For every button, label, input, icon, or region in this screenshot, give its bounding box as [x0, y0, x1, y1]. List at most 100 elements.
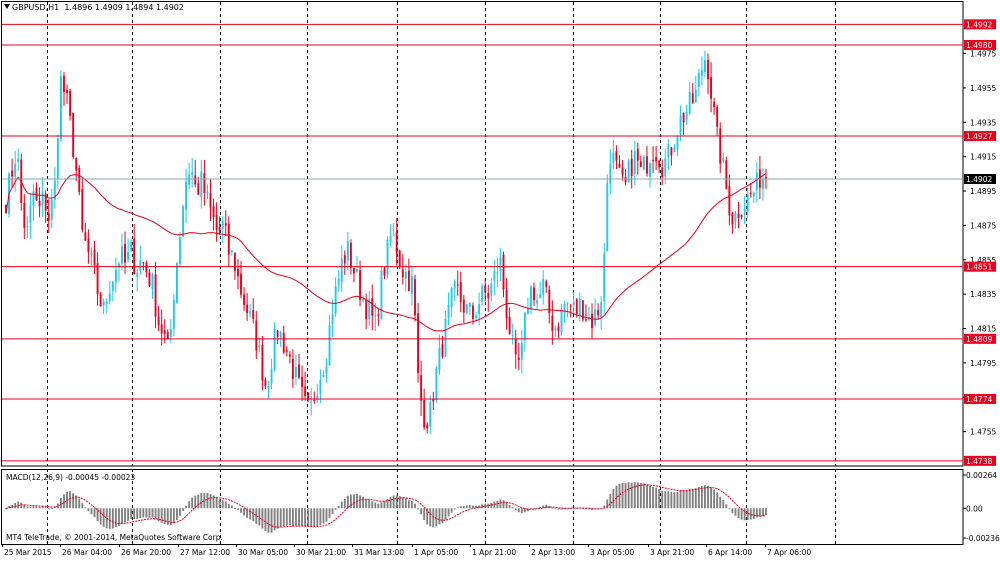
- x-tick-label: 1 Apr 21:00: [472, 548, 516, 557]
- candle-body: [472, 305, 474, 319]
- macd-histogram-bar: [249, 508, 252, 520]
- macd-histogram-bar: [456, 507, 459, 509]
- candle-body: [417, 313, 419, 373]
- macd-histogram-bar: [325, 508, 328, 522]
- candle-body: [737, 213, 740, 219]
- candle-body: [114, 269, 117, 283]
- macd-histogram-bar: [484, 503, 487, 509]
- candle-body: [215, 214, 218, 231]
- candle-body: [270, 368, 273, 384]
- macd-histogram-bar: [279, 508, 282, 527]
- macd-histogram-bar: [383, 501, 386, 509]
- macd-histogram-bar: [322, 508, 325, 524]
- candle-body: [734, 212, 737, 222]
- candle-body: [267, 386, 270, 389]
- candle-body: [523, 312, 526, 341]
- macd-histogram-bar: [493, 501, 496, 509]
- candle-body: [603, 253, 606, 302]
- candle-body: [658, 160, 661, 168]
- candle-body: [539, 294, 542, 298]
- candle-body: [127, 251, 130, 260]
- candle-body: [273, 328, 276, 370]
- macd-histogram-bar: [59, 497, 62, 509]
- macd-histogram-bar: [725, 504, 728, 509]
- candle-body: [661, 167, 664, 178]
- macd-histogram-bar: [670, 491, 673, 509]
- candle-body: [90, 252, 93, 255]
- level-price-label: 1.4992: [966, 20, 992, 29]
- y-tick-label: 1.4935: [970, 118, 996, 127]
- macd-histogram-bar: [734, 508, 737, 516]
- macd-histogram-bar: [377, 503, 380, 509]
- candle-body: [612, 152, 615, 163]
- macd-histogram-bar: [655, 487, 658, 509]
- candle-body: [212, 206, 215, 218]
- macd-histogram-bar: [26, 506, 29, 509]
- candle-body: [597, 310, 600, 316]
- macd-histogram-bar: [230, 505, 233, 509]
- moving-average-line: [5, 172, 767, 332]
- candle-body: [166, 331, 169, 339]
- macd-histogram-bar: [508, 505, 511, 509]
- candle-body: [380, 270, 383, 320]
- macd-histogram-bar: [23, 504, 26, 509]
- candle-body: [575, 299, 578, 314]
- macd-histogram-bar: [545, 504, 548, 509]
- candle-body: [758, 169, 761, 188]
- macd-histogram-bar: [72, 493, 75, 509]
- candle-body: [682, 112, 685, 123]
- macd-histogram-bar: [227, 503, 230, 509]
- candle-body: [621, 167, 624, 175]
- macd-histogram-bar: [740, 508, 743, 520]
- macd-signal-line: [5, 484, 767, 528]
- macd-histogram-bar: [346, 495, 349, 509]
- macd-histogram-bar: [642, 483, 645, 509]
- macd-scale-label: 0.00264: [966, 471, 997, 480]
- candle-body: [209, 193, 212, 208]
- macd-histogram-bar: [93, 508, 96, 518]
- candle-body: [404, 272, 407, 279]
- macd-histogram-bar: [435, 508, 438, 527]
- macd-histogram-bar: [615, 485, 618, 509]
- candle-body: [719, 128, 722, 164]
- candle-body: [542, 278, 545, 295]
- macd-histogram-bar: [432, 508, 435, 528]
- candle-body: [420, 375, 423, 401]
- macd-histogram-bar: [557, 508, 560, 510]
- macd-histogram-bar: [710, 487, 713, 509]
- macd-histogram-bar: [691, 488, 694, 509]
- macd-histogram-bar: [478, 505, 481, 509]
- candle-body: [450, 287, 453, 308]
- candle-body: [203, 173, 206, 193]
- macd-histogram-bar: [755, 508, 758, 518]
- x-tick-label: 26 Mar 04:00: [62, 548, 112, 557]
- level-price-label: 1.4738: [966, 457, 992, 466]
- macd-histogram-bar: [32, 506, 35, 509]
- macd-histogram-bar: [459, 506, 462, 509]
- macd-histogram-bar: [240, 508, 242, 513]
- candle-body: [563, 304, 566, 314]
- macd-histogram-bar: [627, 482, 630, 509]
- candle-body: [517, 357, 520, 360]
- macd-histogram-bar: [560, 508, 563, 510]
- macd-histogram-bar: [313, 508, 316, 528]
- macd-histogram-bar: [310, 508, 313, 528]
- macd-histogram-bar: [185, 505, 188, 509]
- dropdown-arrow-icon[interactable]: [4, 4, 10, 9]
- candle-body: [722, 157, 725, 162]
- candle-body: [410, 276, 413, 294]
- macd-histogram-bar: [78, 498, 81, 509]
- macd-histogram-bar: [8, 506, 10, 509]
- macd-histogram-bar: [511, 507, 514, 509]
- macd-panel-frame: [1, 469, 964, 545]
- candle-body: [69, 90, 72, 116]
- candle-body: [298, 364, 300, 378]
- macd-histogram-bar: [218, 499, 221, 509]
- macd-histogram-bar: [142, 508, 145, 518]
- macd-histogram-bar: [646, 485, 648, 509]
- macd-histogram-bar: [520, 508, 523, 514]
- macd-histogram-bar: [209, 494, 212, 509]
- candle-body: [255, 320, 258, 351]
- candle-body: [279, 332, 282, 338]
- macd-label: MACD(12,26,9) -0.00045 -0.00023: [6, 473, 136, 482]
